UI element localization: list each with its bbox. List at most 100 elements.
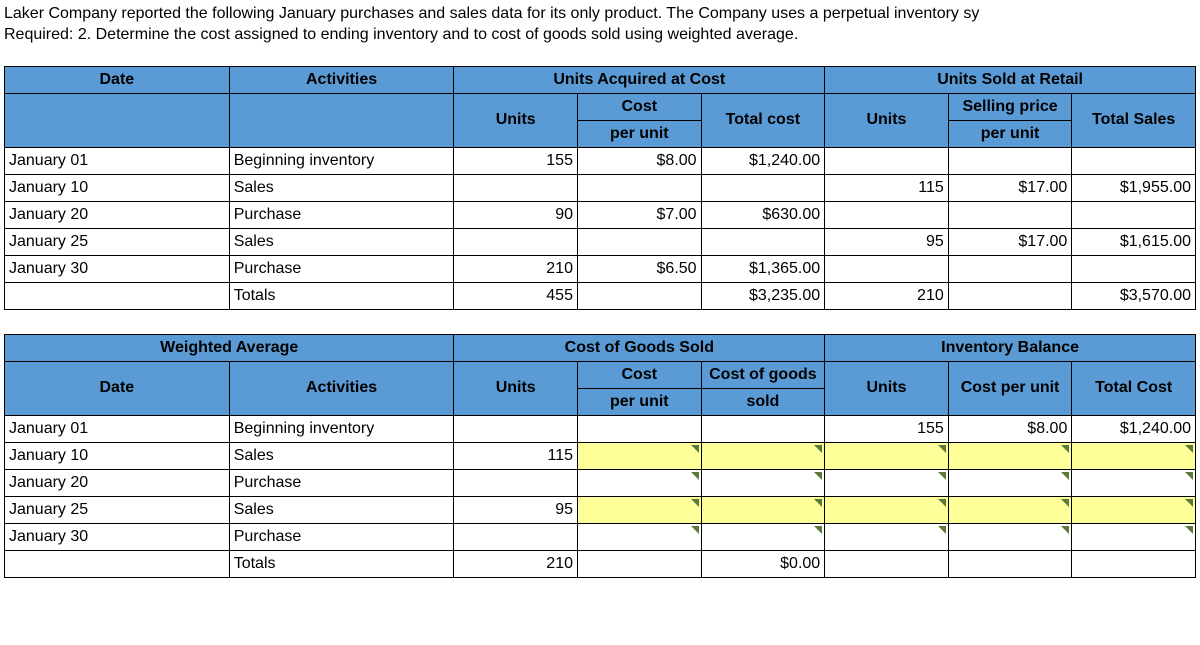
cell-au — [454, 174, 578, 201]
cell-su: 115 — [825, 174, 949, 201]
cell-cu: 210 — [454, 550, 578, 577]
cell-date: January 20 — [5, 469, 230, 496]
cell-date: January 20 — [5, 201, 230, 228]
cell-ccogs[interactable] — [701, 496, 825, 523]
cell-sspu: $17.00 — [948, 174, 1072, 201]
h2-date: Date — [5, 361, 230, 415]
cell-itc[interactable] — [1072, 496, 1196, 523]
cell-acpu: $7.00 — [577, 201, 701, 228]
cell-date: January 30 — [5, 523, 230, 550]
h-uac: Units Acquired at Cost — [454, 66, 825, 93]
cell-iu — [825, 550, 949, 577]
h-usar: Units Sold at Retail — [825, 66, 1196, 93]
h-cogs: Cost of Goods Sold — [454, 334, 825, 361]
cell-itc — [1072, 469, 1196, 496]
cell-au: 455 — [454, 282, 578, 309]
cell-cu: 95 — [454, 496, 578, 523]
h-date: Date — [5, 66, 230, 93]
cell-date: January 25 — [5, 228, 230, 255]
h2-cgs2: sold — [701, 388, 825, 415]
h-activities: Activities — [229, 66, 454, 93]
h2-units2: Units — [825, 361, 949, 415]
h2-totalcost: Total Cost — [1072, 361, 1196, 415]
cell-acpu — [577, 228, 701, 255]
cell-su — [825, 147, 949, 174]
cell-itc[interactable] — [1072, 442, 1196, 469]
weighted-average-table: Weighted Average Cost of Goods Sold Inve… — [4, 334, 1196, 578]
cell-sts — [1072, 255, 1196, 282]
cell-icpu: $8.00 — [948, 415, 1072, 442]
cell-icpu[interactable] — [948, 442, 1072, 469]
h2-cpu1: Cost — [578, 361, 702, 388]
h-units1: Units — [454, 93, 578, 147]
cell-ccogs: $0.00 — [701, 550, 825, 577]
cell-su — [825, 201, 949, 228]
cell-iu[interactable] — [825, 496, 949, 523]
cell-sts — [1072, 201, 1196, 228]
cell-date: January 01 — [5, 147, 230, 174]
cell-sspu: $17.00 — [948, 228, 1072, 255]
cell-act: Sales — [229, 228, 454, 255]
cell-icpu — [948, 550, 1072, 577]
cell-sspu — [948, 255, 1072, 282]
cell-act: Totals — [229, 550, 454, 577]
cell-ccogs — [701, 415, 825, 442]
cell-su: 95 — [825, 228, 949, 255]
cell-ccpu[interactable] — [578, 496, 702, 523]
cell-ccpu[interactable] — [578, 442, 702, 469]
cell-sts: $1,615.00 — [1072, 228, 1196, 255]
cell-act: Beginning inventory — [229, 147, 454, 174]
cell-icpu — [948, 523, 1072, 550]
cell-sspu — [948, 201, 1072, 228]
cell-cu — [454, 469, 578, 496]
cell-su — [825, 255, 949, 282]
cell-cu: 115 — [454, 442, 578, 469]
h-wa: Weighted Average — [5, 334, 454, 361]
cell-acpu — [577, 174, 701, 201]
cell-acpu: $8.00 — [577, 147, 701, 174]
cell-sts: $3,570.00 — [1072, 282, 1196, 309]
cell-ccogs[interactable] — [701, 442, 825, 469]
cell-cu — [454, 415, 578, 442]
cell-atc — [701, 174, 825, 201]
cell-act: Totals — [229, 282, 454, 309]
h-inv: Inventory Balance — [825, 334, 1196, 361]
intro-line1: Laker Company reported the following Jan… — [4, 4, 1196, 25]
h-cpu2: per unit — [577, 120, 701, 147]
cell-cu — [454, 523, 578, 550]
cell-date: January 10 — [5, 174, 230, 201]
cell-atc: $1,365.00 — [701, 255, 825, 282]
cell-au — [454, 228, 578, 255]
cell-iu — [825, 469, 949, 496]
cell-date: January 10 — [5, 442, 230, 469]
cell-act: Beginning inventory — [229, 415, 454, 442]
cell-date — [5, 282, 230, 309]
h-totalsales: Total Sales — [1072, 93, 1196, 147]
cell-sts — [1072, 147, 1196, 174]
h-totalcost: Total cost — [701, 93, 825, 147]
cell-iu[interactable] — [825, 442, 949, 469]
cell-act: Sales — [229, 174, 454, 201]
h-blank1 — [5, 93, 230, 147]
cell-act: Purchase — [229, 255, 454, 282]
cell-act: Purchase — [229, 469, 454, 496]
cell-atc: $1,240.00 — [701, 147, 825, 174]
h2-cpu2: per unit — [578, 388, 702, 415]
h-blank2 — [229, 93, 454, 147]
cell-date: January 25 — [5, 496, 230, 523]
cell-au: 155 — [454, 147, 578, 174]
cell-atc: $3,235.00 — [701, 282, 825, 309]
cell-acpu: $6.50 — [577, 255, 701, 282]
cell-au: 90 — [454, 201, 578, 228]
h2-costpu: Cost per unit — [948, 361, 1072, 415]
cell-sts: $1,955.00 — [1072, 174, 1196, 201]
cell-itc — [1072, 550, 1196, 577]
cell-act: Sales — [229, 442, 454, 469]
cell-date — [5, 550, 230, 577]
h-spu1: Selling price — [948, 93, 1072, 120]
cell-ccogs — [701, 523, 825, 550]
cell-sspu — [948, 282, 1072, 309]
cell-icpu[interactable] — [948, 496, 1072, 523]
cell-act: Purchase — [229, 201, 454, 228]
intro-text: Laker Company reported the following Jan… — [4, 4, 1196, 46]
